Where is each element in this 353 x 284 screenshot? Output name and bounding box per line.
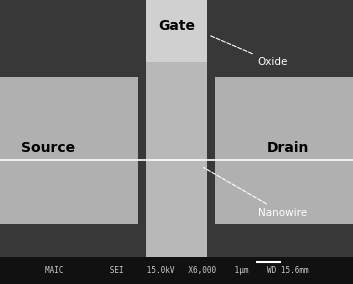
Bar [146, 62, 207, 257]
Text: Nanowire: Nanowire [204, 168, 307, 218]
Text: MAIC          SEI     15.0kV   X6,000    1μm    WD 15.6mm: MAIC SEI 15.0kV X6,000 1μm WD 15.6mm [45, 266, 308, 275]
Bar [215, 77, 353, 224]
Bar [0, 77, 138, 224]
Bar [0, 257, 353, 284]
Text: Gate: Gate [158, 18, 195, 33]
Bar [146, 0, 207, 62]
Text: Oxide: Oxide [209, 35, 288, 68]
Text: Drain: Drain [267, 141, 309, 155]
Text: Source: Source [20, 141, 75, 155]
